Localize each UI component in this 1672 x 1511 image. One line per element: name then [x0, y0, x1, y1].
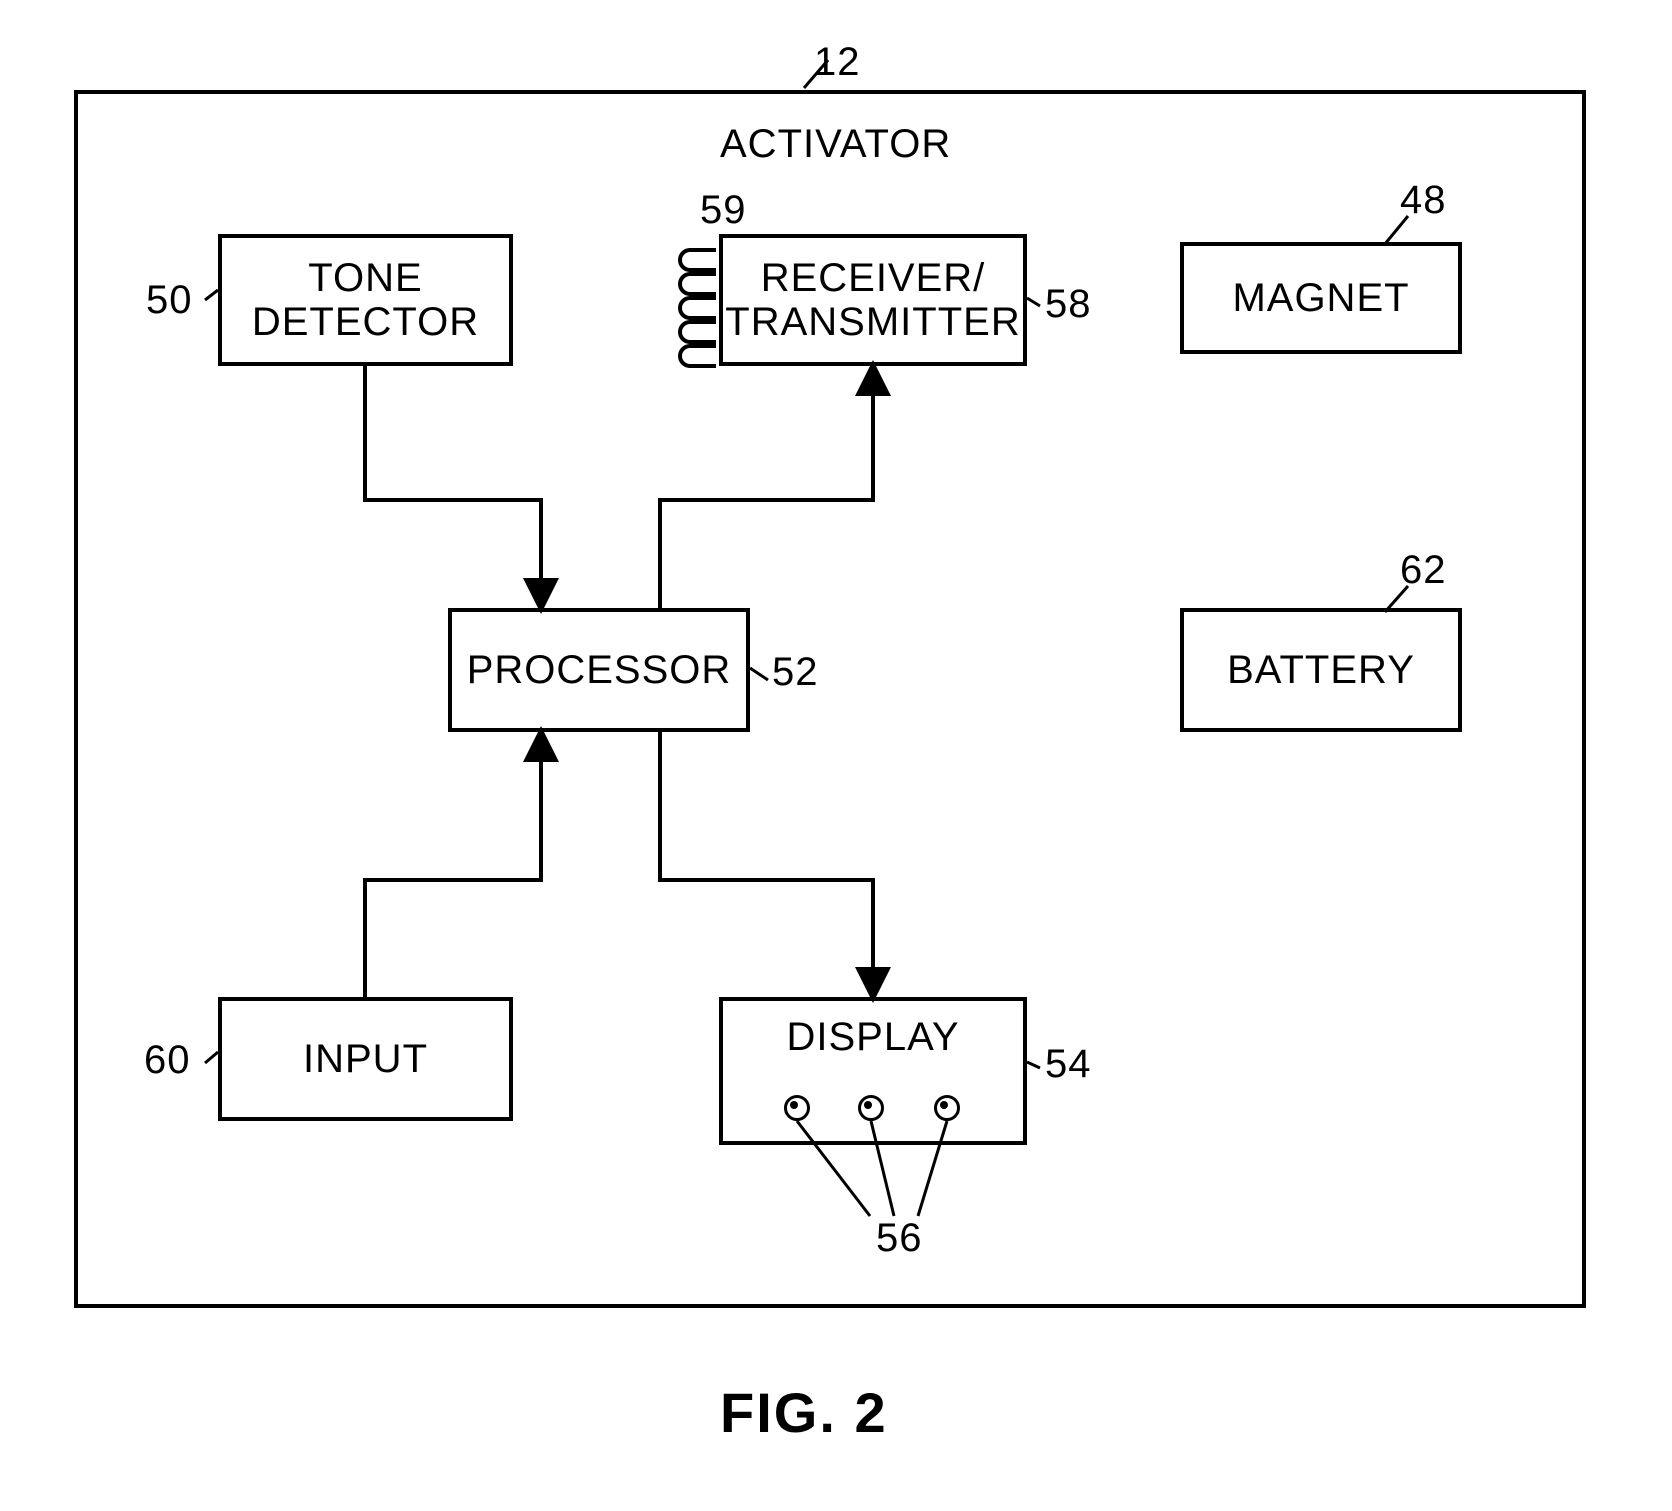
- ref-60: 60: [144, 1038, 191, 1083]
- display-label: DISPLAY: [787, 1015, 960, 1059]
- coil-icon: [678, 320, 716, 344]
- ref-59: 59: [700, 188, 747, 233]
- input-label: INPUT: [303, 1037, 428, 1081]
- rx-tx-line1: RECEIVER/: [761, 256, 986, 300]
- battery-label: BATTERY: [1227, 648, 1415, 692]
- magnet-label: MAGNET: [1232, 276, 1409, 320]
- ref-48: 48: [1400, 178, 1447, 223]
- rx-tx-line2: TRANSMITTER: [725, 300, 1020, 344]
- coil-icon: [678, 296, 716, 320]
- ref-50: 50: [146, 278, 193, 323]
- magnet-block: MAGNET: [1180, 242, 1462, 354]
- led-icon: [784, 1095, 810, 1121]
- diagram-canvas: ACTIVATOR TONE DETECTOR RECEIVER/ TRANSM…: [0, 0, 1672, 1511]
- tone-detector-line2: DETECTOR: [252, 300, 479, 344]
- input-block: INPUT: [218, 997, 513, 1121]
- processor-block: PROCESSOR: [448, 608, 750, 732]
- coil-icon: [678, 272, 716, 296]
- ref-52: 52: [772, 650, 819, 695]
- display-block: DISPLAY: [719, 997, 1027, 1145]
- battery-block: BATTERY: [1180, 608, 1462, 732]
- receiver-transmitter-block: RECEIVER/ TRANSMITTER: [719, 234, 1027, 366]
- tone-detector-line1: TONE: [308, 256, 422, 300]
- led-icon: [934, 1095, 960, 1121]
- figure-label: FIG. 2: [720, 1380, 888, 1445]
- ref-62: 62: [1400, 548, 1447, 593]
- coil-icon: [678, 248, 716, 272]
- ref-58: 58: [1045, 282, 1092, 327]
- processor-label: PROCESSOR: [467, 648, 732, 692]
- ref-12: 12: [814, 40, 861, 85]
- coil-icon: [678, 344, 716, 368]
- activator-title: ACTIVATOR: [720, 122, 951, 167]
- ref-56: 56: [876, 1216, 923, 1261]
- tone-detector-block: TONE DETECTOR: [218, 234, 513, 366]
- ref-54: 54: [1045, 1042, 1092, 1087]
- led-icon: [858, 1095, 884, 1121]
